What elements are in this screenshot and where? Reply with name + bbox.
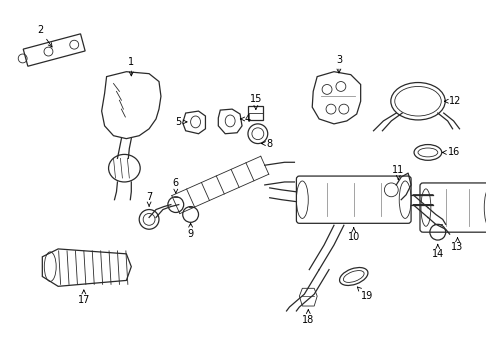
Text: 14: 14 — [431, 244, 443, 259]
Text: 15: 15 — [249, 94, 262, 109]
Bar — [247, 106, 262, 120]
Text: 5: 5 — [175, 117, 186, 127]
Text: 10: 10 — [347, 228, 359, 242]
Text: 8: 8 — [261, 139, 272, 149]
Text: 9: 9 — [187, 223, 193, 239]
Text: 18: 18 — [302, 310, 314, 325]
Text: 13: 13 — [450, 238, 463, 252]
Text: 4: 4 — [240, 114, 250, 124]
Text: 19: 19 — [357, 287, 372, 301]
Text: 16: 16 — [442, 148, 459, 157]
Text: 7: 7 — [146, 192, 152, 206]
Text: 17: 17 — [78, 290, 90, 305]
Text: 2: 2 — [37, 25, 52, 47]
Text: 12: 12 — [444, 96, 461, 106]
Text: 6: 6 — [172, 178, 179, 193]
Text: 3: 3 — [335, 55, 341, 73]
Text: 11: 11 — [391, 165, 404, 180]
Text: 1: 1 — [128, 57, 134, 76]
